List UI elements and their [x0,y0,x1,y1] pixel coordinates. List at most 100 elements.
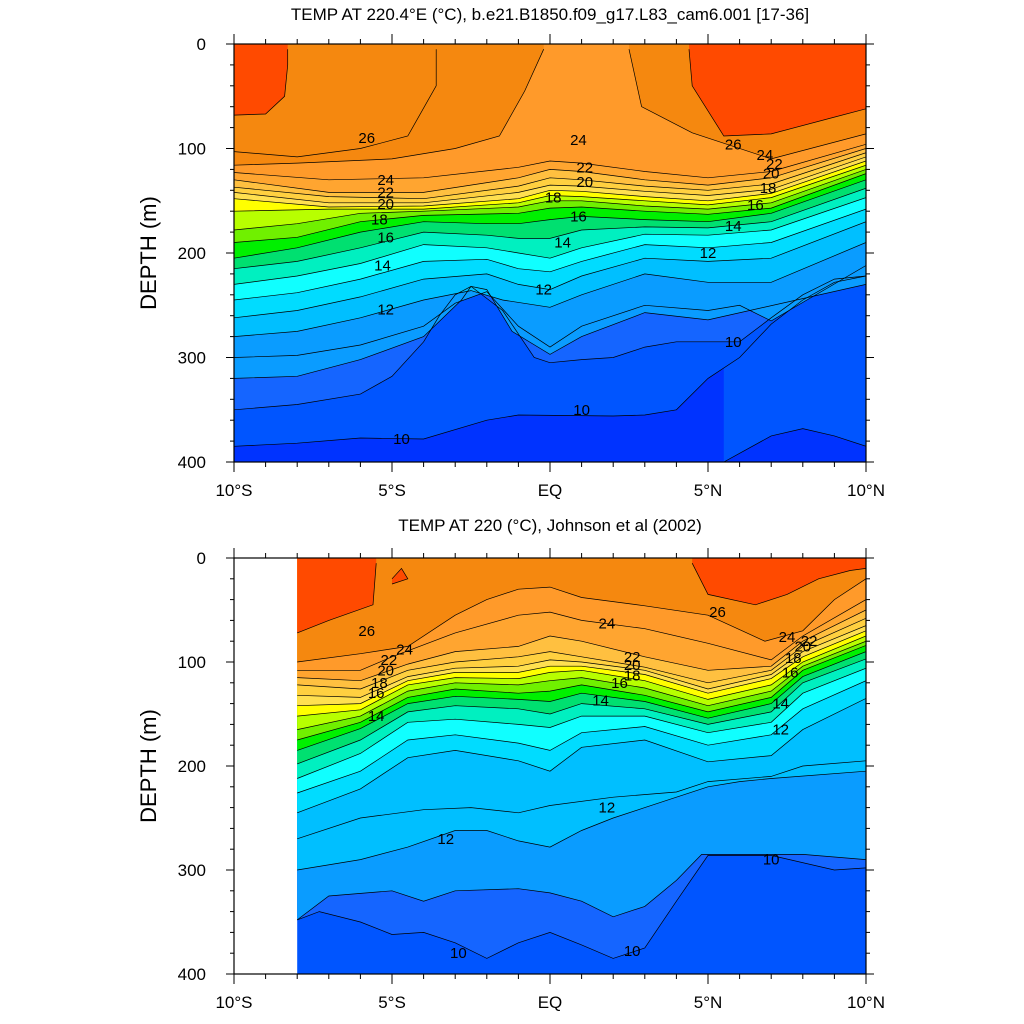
y-axis-label: DEPTH (m) [136,196,161,310]
isotherm-label: 12 [535,282,552,299]
isotherm-line [234,152,866,200]
isotherm-label: 22 [380,652,397,669]
isotherm-line [297,855,866,959]
x-tick-label: EQ [538,993,563,1012]
isotherm-layer [296,563,866,959]
isotherm-line [234,148,866,193]
plot-area [296,558,866,974]
isotherm-label: 18 [545,190,562,207]
isotherm-line [234,179,866,259]
isotherm-label: 14 [725,218,742,235]
isotherm-label: 18 [760,180,777,197]
isotherm-label: 18 [785,650,802,667]
x-tick-label: 10°N [847,993,885,1012]
isotherm-label: 14 [592,692,609,709]
panel-title: TEMP AT 220.4°E (°C), b.e21.B1850.f09_g1… [291,5,809,24]
isotherm-label: 10 [573,402,590,419]
isotherm-label: 20 [624,657,641,674]
isotherm-label: 24 [570,132,587,149]
isotherm-label: 24 [599,616,616,633]
isotherm-label: 20 [763,166,780,183]
isotherm-label: 16 [611,675,628,692]
isotherm-line [234,169,866,231]
isotherm-line [234,143,866,181]
isotherm-label: 22 [766,156,783,173]
isotherm-line [297,770,866,871]
isotherm-line [234,242,866,337]
isotherm-label: 24 [779,629,796,646]
isotherm-line [297,609,866,682]
temperature-fill-layer [297,558,866,959]
x-tick-label: 5°N [694,993,723,1012]
isotherm-line [628,49,866,160]
isotherm-line [234,275,866,411]
isotherm-line [297,599,866,671]
temperature-band [392,558,408,584]
x-tick-label: 10°S [215,481,252,500]
isotherm-line [297,667,866,779]
temperature-band [234,44,544,166]
y-tick-label: 200 [178,757,206,776]
x-tick-label: 10°N [847,481,885,500]
isotherm-label: 20 [576,174,593,191]
isotherm-line [297,651,866,751]
isotherm-label: 20 [377,662,394,679]
x-tick-label: 10°S [215,993,252,1012]
isotherm-label: 12 [700,245,717,262]
isotherm-layer [234,49,866,462]
isotherm-line [297,563,377,634]
isotherm-label: 22 [801,633,818,650]
y-tick-label: 0 [197,549,206,568]
temperature-band [692,558,866,605]
isotherm-line [391,567,409,585]
y-axis-label: DEPTH (m) [136,709,161,823]
isotherm-label: 12 [599,800,616,817]
temperature-band [689,44,866,136]
isotherm-label: 22 [624,649,641,666]
isotherm-line [297,698,866,814]
observed-temperature-panel: TEMP AT 220 (°C), Johnson et al (2002) D… [136,516,885,1012]
x-tick-label: EQ [538,481,563,500]
isotherm-label: 10 [393,431,410,448]
isotherm-line [297,630,866,707]
isotherm-label: 16 [782,664,799,681]
isotherm-label: 14 [368,708,385,725]
isotherm-label: 14 [772,696,789,713]
isotherm-line [234,284,866,379]
temperature-fill-layer [234,44,866,462]
isotherm-label: 12 [437,831,454,848]
isotherm-label: 12 [772,722,789,739]
model-temperature-panel: TEMP AT 220.4°E (°C), b.e21.B1850.f09_g1… [136,5,885,500]
y-tick-label: 300 [178,349,206,368]
isotherm-label: 26 [358,130,375,147]
isotherm-label: 18 [371,212,388,229]
isotherm-line [234,208,866,301]
y-tick-label: 400 [178,965,206,984]
isotherm-label: 20 [377,196,394,213]
x-tick-label: 5°S [378,993,406,1012]
isotherm-label: 26 [709,604,726,621]
isotherm-label: 20 [794,638,811,655]
isotherm-line [296,854,866,921]
isotherm-line [234,187,866,270]
isotherm-line [723,428,866,462]
isotherm-line [297,625,866,698]
isotherm-line [297,760,866,840]
isotherm-line [297,645,866,741]
isotherm-line [691,563,866,606]
isotherm-label: 18 [371,675,388,692]
isotherm-line [234,49,545,166]
isotherm-line [297,635,866,717]
isotherm-line [688,49,866,137]
y-tick-label: 100 [178,653,206,672]
axes: 0 100 200 300 400 10°S 5°S EQ 5°N 10°N [178,548,885,1012]
isotherm-line [234,265,866,358]
isotherm-line [234,173,866,243]
isotherm-line [234,49,437,158]
isotherm-label: 12 [377,301,394,318]
isotherm-line [234,160,866,208]
y-tick-label: 300 [178,861,206,880]
